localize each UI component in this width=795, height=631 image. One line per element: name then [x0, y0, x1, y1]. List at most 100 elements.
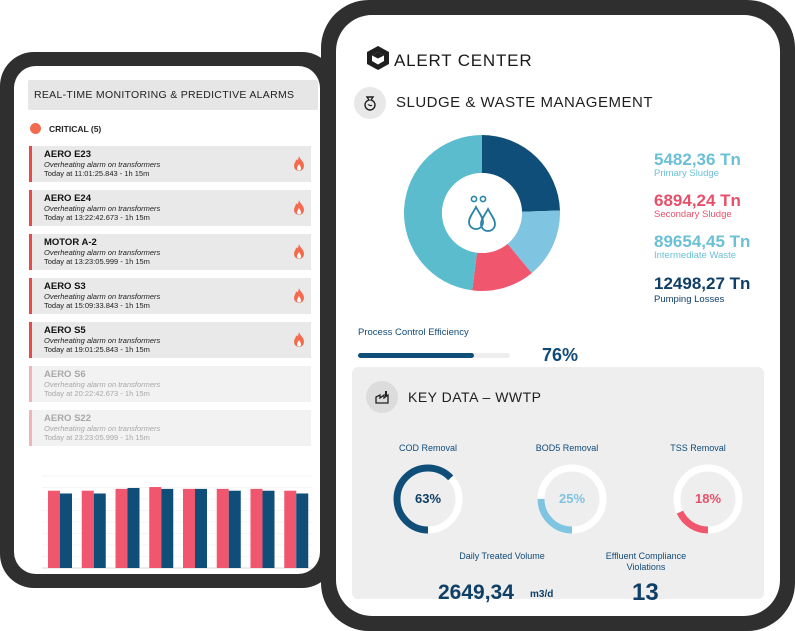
gauge-arc — [537, 464, 607, 534]
bar — [127, 487, 140, 568]
bar — [296, 493, 309, 568]
primary-sludge-label: Primary Sludge — [654, 168, 719, 179]
alarm-name: AERO S3 — [44, 281, 86, 292]
violations-label-line1: Effluent Compliance — [605, 551, 687, 561]
alarm-desc: Overheating alarm on transformers — [44, 292, 161, 301]
gauge-value: 63% — [414, 491, 442, 506]
bod5-removal-label: BOD5 Removal — [535, 443, 599, 453]
alarm-name: MOTOR A-2 — [44, 237, 97, 248]
water-drops-icon — [468, 195, 496, 232]
waste-icon — [354, 87, 386, 119]
bar — [115, 488, 128, 568]
gauge-ring — [393, 464, 463, 534]
gauge-ring — [537, 464, 607, 534]
alarm-desc: Overheating alarm on transformers — [44, 160, 161, 169]
alarm-desc: Overheating alarm on transformers — [44, 424, 161, 433]
alarm-time: Today at 20:22:42.673 - 1h 15m — [44, 389, 150, 398]
bar — [93, 493, 106, 568]
alarm-desc: Overheating alarm on transformers — [44, 336, 161, 345]
alarm-desc: Overheating alarm on transformers — [44, 380, 161, 389]
bar — [161, 488, 174, 568]
bar — [149, 487, 162, 568]
tss-removal-gauge: 18% — [672, 463, 744, 535]
key-data-title: KEY DATA – WWTP — [408, 389, 542, 405]
bar — [228, 490, 241, 568]
alert-center-tablet: ALERT CENTER SLUDGE & WASTE MANAGEMENT 5… — [321, 0, 795, 631]
efficiency-value: 76% — [542, 345, 579, 365]
sludge-title: SLUDGE & WASTE MANAGEMENT — [396, 94, 653, 111]
fire-icon — [294, 244, 304, 259]
alarm-name: AERO E24 — [44, 193, 91, 204]
alarm-name: AERO S22 — [44, 413, 91, 424]
intermediate-waste-value: 89654,45 Tn — [654, 232, 751, 251]
bod5-removal-gauge: 25% — [536, 463, 608, 535]
secondary-sludge-value: 6894,24 Tn — [654, 191, 741, 210]
donut-slice — [403, 135, 482, 291]
efficiency-label: Process Control Efficiency — [358, 327, 469, 338]
tss-removal-label: TSS Removal — [670, 443, 726, 453]
bar — [195, 488, 207, 568]
gauge-arc — [673, 464, 743, 534]
fire-icon — [294, 200, 304, 215]
alarm-item[interactable]: AERO S6 Overheating alarm on transformer… — [29, 366, 311, 402]
critical-label: CRITICAL (5) — [49, 123, 102, 134]
violations-label-line2: Violations — [626, 562, 666, 572]
alarm-item[interactable]: MOTOR A-2 Overheating alarm on transform… — [29, 234, 311, 270]
donut-slice — [482, 135, 560, 212]
gauge-arc — [393, 464, 463, 534]
factory-icon — [366, 381, 398, 413]
bar — [216, 488, 229, 568]
key-data-panel: KEY DATA – WWTP COD Removal BOD5 Removal… — [352, 367, 764, 606]
sludge-donut-chart — [403, 135, 560, 291]
alarm-time: Today at 11:01:25.843 - 1h 15m — [44, 169, 150, 178]
gauge-value: 18% — [694, 491, 722, 506]
monitoring-title: REAL-TIME MONITORING & PREDICTIVE ALARMS — [28, 80, 318, 110]
bar — [262, 490, 275, 568]
bar-chart — [42, 475, 312, 569]
alarm-name: AERO S6 — [44, 369, 86, 380]
efficiency-progress-bar — [358, 353, 510, 358]
bar — [284, 490, 297, 568]
violations-value: 13 — [632, 579, 659, 606]
alarm-item[interactable]: AERO S22 Overheating alarm on transforme… — [29, 410, 311, 446]
alarm-name: AERO S5 — [44, 325, 86, 336]
alarm-item[interactable]: AERO S3 Overheating alarm on transformer… — [29, 278, 311, 314]
donut-slice — [507, 210, 560, 274]
alarm-desc: Overheating alarm on transformers — [44, 204, 161, 213]
intermediate-waste-label: Intermediate Waste — [654, 250, 737, 261]
gauge-value: 25% — [558, 491, 586, 506]
fire-icon — [294, 288, 304, 303]
monitoring-tablet: REAL-TIME MONITORING & PREDICTIVE ALARMS… — [0, 52, 336, 588]
alarm-item[interactable]: AERO E23 Overheating alarm on transforme… — [29, 146, 311, 182]
volume-value: 2649,34 — [438, 581, 514, 604]
alarm-time: Today at 15:09:33.843 - 1h 15m — [44, 301, 150, 310]
critical-dot-icon — [30, 123, 41, 134]
fire-icon — [294, 332, 304, 347]
pumping-losses-label: Pumping Losses — [654, 294, 725, 305]
volume-unit: m3/d — [530, 589, 554, 600]
page-title: ALERT CENTER — [394, 51, 533, 70]
alert-center-screen: ALERT CENTER SLUDGE & WASTE MANAGEMENT 5… — [336, 15, 780, 616]
bar — [250, 488, 263, 568]
fire-icon — [294, 156, 304, 171]
critical-filter[interactable]: CRITICAL (5) — [30, 123, 101, 134]
alarm-time: Today at 13:22:42.673 - 1h 15m — [44, 213, 150, 222]
bar — [48, 490, 60, 568]
hexagon-logo-icon — [367, 46, 389, 70]
alarm-time: Today at 19:01:25.843 - 1h 15m — [44, 345, 150, 354]
volume-label: Daily Treated Volume — [459, 551, 545, 561]
secondary-sludge-label: Secondary Sludge — [654, 209, 732, 220]
primary-sludge-value: 5482,36 Tn — [654, 150, 741, 169]
monitoring-screen: REAL-TIME MONITORING & PREDICTIVE ALARMS… — [14, 66, 320, 574]
bar — [60, 493, 72, 568]
alarm-item[interactable]: AERO S5 Overheating alarm on transformer… — [29, 322, 311, 358]
alarm-item[interactable]: AERO E24 Overheating alarm on transforme… — [29, 190, 311, 226]
alarm-time: Today at 23:23:05.999 - 1h 15m — [44, 433, 150, 442]
cod-removal-label: COD Removal — [398, 443, 457, 453]
donut-slice — [472, 243, 532, 291]
bar — [81, 490, 94, 568]
pumping-losses-value: 12498,27 Tn — [654, 274, 751, 293]
bar — [183, 488, 195, 568]
gauge-ring — [673, 464, 743, 534]
